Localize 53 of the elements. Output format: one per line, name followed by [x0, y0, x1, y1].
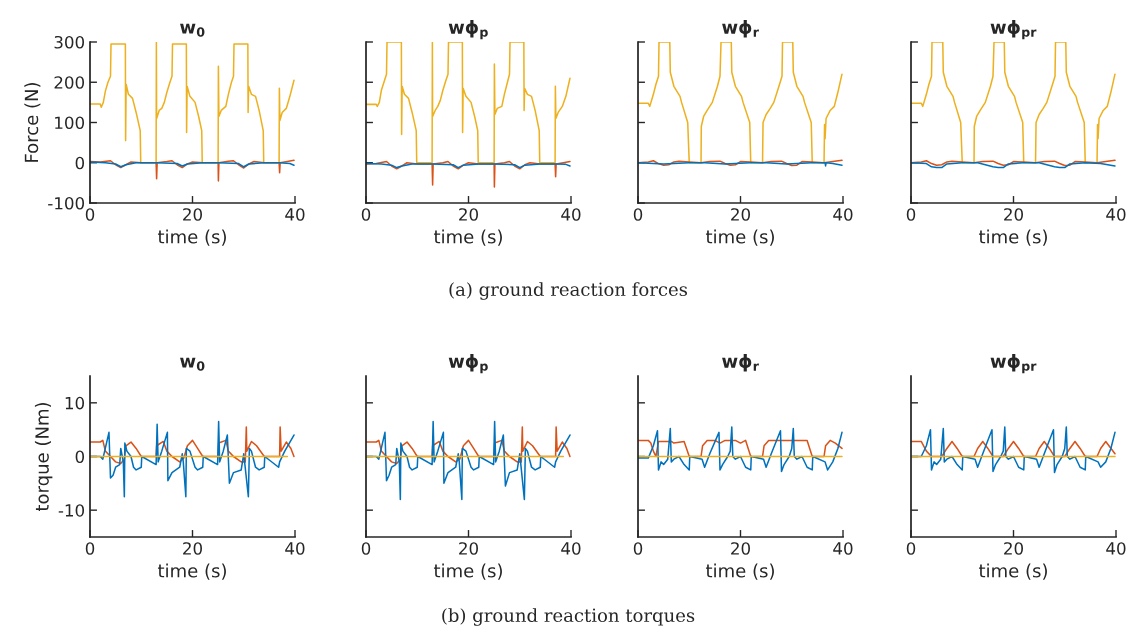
- x-tick-label: 20: [459, 542, 478, 555]
- x-tick-label: 0: [633, 208, 643, 221]
- chart-title: wϕ$_{r}$: [722, 19, 759, 38]
- text: (b) ground reaction torques: [442, 608, 695, 626]
- x-tick-label: 40: [561, 208, 581, 221]
- x-tick-label: 20: [1004, 208, 1023, 221]
- chart-title: wϕ$_{r}$: [722, 353, 759, 372]
- chart-title: w$_{0}$: [180, 23, 205, 37]
- chart-title: wϕ$_{p}$: [448, 19, 488, 40]
- x-tick-label: 0: [361, 208, 371, 221]
- y-tick-label: 0: [75, 156, 85, 170]
- x-tick-label: 40: [561, 542, 581, 555]
- x-tick-label: 40: [833, 542, 853, 555]
- y-tick-label: 100: [55, 116, 85, 130]
- x-axis-title: time (s): [705, 229, 774, 246]
- line-series: [90, 42, 295, 164]
- y-tick-label: 10: [65, 396, 85, 410]
- y-tick-label: 200: [54, 76, 85, 89]
- y-tick-label: -100: [48, 196, 85, 210]
- x-axis-title: time (s): [157, 563, 226, 580]
- x-tick-label: 20: [183, 208, 202, 221]
- x-tick-label: 0: [906, 542, 916, 555]
- x-tick-label: 0: [85, 542, 95, 555]
- chart-title: wϕ$_{pr}$: [990, 19, 1037, 40]
- chart-title: w$_{0}$: [180, 357, 205, 371]
- x-tick-label: 40: [833, 208, 853, 221]
- x-tick-label: 0: [361, 542, 371, 555]
- x-tick-label: 20: [731, 208, 750, 221]
- y-tick-label: 0: [75, 450, 85, 464]
- chart-title: wϕ$_{pr}$: [990, 353, 1037, 374]
- x-axis-title: time (s): [978, 563, 1047, 580]
- x-axis-title: time (s): [433, 229, 502, 246]
- x-tick-label: 20: [459, 208, 478, 221]
- x-tick-label: 20: [183, 542, 202, 555]
- text: (a) ground reaction forces: [449, 282, 688, 300]
- x-tick-label: 20: [1004, 542, 1023, 555]
- x-axis-title: time (s): [705, 563, 774, 580]
- x-tick-label: 0: [85, 208, 95, 221]
- y-tick-label: -10: [58, 504, 85, 517]
- x-tick-label: 40: [285, 542, 305, 555]
- x-tick-label: 20: [731, 542, 750, 555]
- x-axis-title: time (s): [978, 229, 1047, 246]
- x-tick-label: 0: [906, 208, 916, 221]
- y-axis-title: torque (Nm): [34, 402, 53, 512]
- y-tick-label: 300: [54, 35, 85, 49]
- x-tick-label: 40: [1106, 542, 1126, 555]
- x-tick-label: 0: [633, 542, 643, 555]
- x-tick-label: 40: [285, 208, 305, 221]
- y-axis-title: Force (N): [24, 82, 41, 162]
- x-axis-title: time (s): [433, 563, 502, 580]
- chart-title: wϕ$_{p}$: [448, 353, 488, 374]
- x-axis-title: time (s): [157, 229, 226, 246]
- x-tick-label: 40: [1106, 208, 1126, 221]
